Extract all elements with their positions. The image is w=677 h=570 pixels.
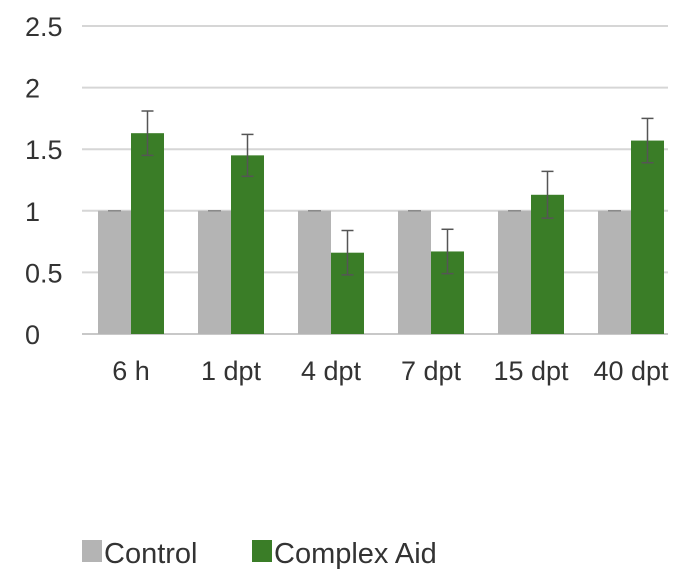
bar-complex-aid (231, 155, 264, 334)
x-tick-label: 40 dpt (593, 356, 669, 386)
x-axis-tick-labels: 6 h 1 dpt 4 dpt 7 dpt 15 dpt 40 dpt (112, 356, 669, 386)
error-bar (541, 170, 554, 219)
legend-swatch-control (82, 540, 102, 562)
bar-control (498, 210, 531, 334)
error-bar (141, 110, 154, 157)
legend-label-complex-aid: Complex Aid (274, 538, 437, 570)
error-bars (141, 110, 654, 276)
y-tick-label: 2 (25, 74, 40, 104)
bar-control (198, 210, 231, 334)
y-tick-label: 2.5 (25, 12, 63, 42)
x-tick-label: 15 dpt (493, 356, 569, 386)
y-axis-tick-labels: 0 0.5 1 1.5 2 2.5 (25, 12, 63, 350)
bar-control (298, 210, 331, 334)
bar-complex-aid (131, 133, 164, 334)
bar-control (598, 210, 631, 334)
gridlines (82, 25, 668, 335)
bars (98, 133, 664, 334)
bar-control (98, 210, 131, 334)
x-tick-label: 4 dpt (301, 356, 362, 386)
error-bar (441, 228, 454, 275)
error-bar (241, 133, 254, 178)
y-tick-label: 1 (25, 197, 40, 227)
error-bar (641, 117, 654, 164)
x-tick-label: 6 h (112, 356, 150, 386)
legend-label-control: Control (104, 538, 198, 570)
x-tick-label: 7 dpt (401, 356, 462, 386)
y-tick-label: 0.5 (25, 258, 63, 288)
x-tick-label: 1 dpt (201, 356, 262, 386)
error-bar (341, 229, 354, 276)
legend-swatch-complex-aid (252, 540, 272, 562)
y-tick-label: 0 (25, 320, 40, 350)
y-tick-label: 1.5 (25, 135, 63, 165)
bar-complex-aid (631, 140, 664, 334)
legend: Control Complex Aid (82, 538, 437, 570)
bar-control (398, 210, 431, 334)
